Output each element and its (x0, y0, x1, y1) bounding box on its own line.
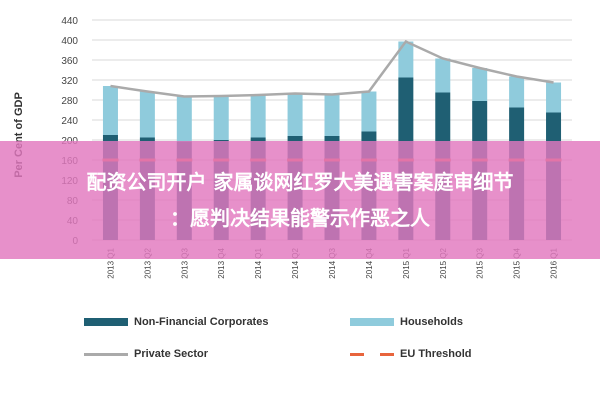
legend-item-eu-threshold: EU Threshold (350, 348, 472, 360)
bar-households (472, 68, 488, 101)
x-tick-label: 2014 Q3 (328, 247, 337, 278)
x-tick-label: 2015 Q4 (513, 247, 522, 278)
overlay-banner: 配资公司开户 家属谈网红罗大美遇害案庭审细节 ：愿判决结果能警示作恶之人 (0, 141, 600, 259)
x-axis-ticks: 2013 Q1 2013 Q2 2013 Q3 2013 Q4 2014 Q1 2014 … (106, 247, 558, 278)
y-tick-label: 360 (61, 56, 78, 67)
bar-households (176, 96, 192, 142)
bar-households (139, 91, 155, 138)
y-tick-label: 280 (61, 96, 78, 107)
legend-label: Private Sector (134, 348, 208, 360)
bar-households (398, 41, 414, 78)
legend-label: Households (400, 316, 463, 328)
x-tick-label: 2014 Q1 (254, 247, 263, 278)
legend-label: EU Threshold (400, 348, 472, 360)
legend-label: Non-Financial Corporates (134, 316, 269, 328)
legend-item-non-financial-corporates: Non-Financial Corporates (84, 316, 268, 328)
x-tick-label: 2015 Q2 (439, 247, 448, 278)
bar-households (546, 82, 562, 113)
legend-swatch (350, 352, 394, 356)
overlay-line-1: 配资公司开户 家属谈网红罗大美遇害案庭审细节 (86, 170, 514, 194)
legend-swatch (350, 318, 394, 326)
bar-households (250, 95, 266, 138)
legend-item-households: Households (350, 316, 463, 328)
x-tick-label: 2013 Q2 (143, 247, 152, 278)
legend: Non-Financial Corporates Households Priv… (0, 300, 600, 380)
line-private-sector (110, 39, 554, 98)
bar-households (102, 86, 118, 135)
bar-households (509, 76, 525, 108)
bar-households (287, 93, 303, 136)
bar-households (213, 96, 229, 140)
y-tick-label: 400 (61, 36, 78, 47)
overlay-line-2: ：愿判决结果能警示作恶之人 (170, 206, 430, 230)
legend-item-private-sector: Private Sector (84, 348, 208, 360)
bar-households (324, 94, 340, 136)
x-tick-label: 2013 Q4 (217, 247, 226, 278)
x-tick-label: 2014 Q2 (291, 247, 300, 278)
x-tick-label: 2015 Q1 (402, 247, 411, 278)
x-tick-label: 2016 Q1 (550, 247, 559, 278)
legend-swatch (84, 352, 128, 356)
y-tick-label: 320 (61, 76, 78, 87)
x-tick-label: 2013 Q3 (180, 247, 189, 278)
y-tick-label: 240 (61, 116, 78, 127)
x-tick-label: 2013 Q1 (106, 247, 115, 278)
y-tick-label: 440 (61, 16, 78, 27)
bar-households (361, 91, 377, 132)
x-tick-label: 2014 Q4 (365, 247, 374, 278)
legend-swatch (84, 318, 128, 326)
bar-households (435, 58, 451, 93)
x-tick-label: 2015 Q3 (476, 247, 485, 278)
